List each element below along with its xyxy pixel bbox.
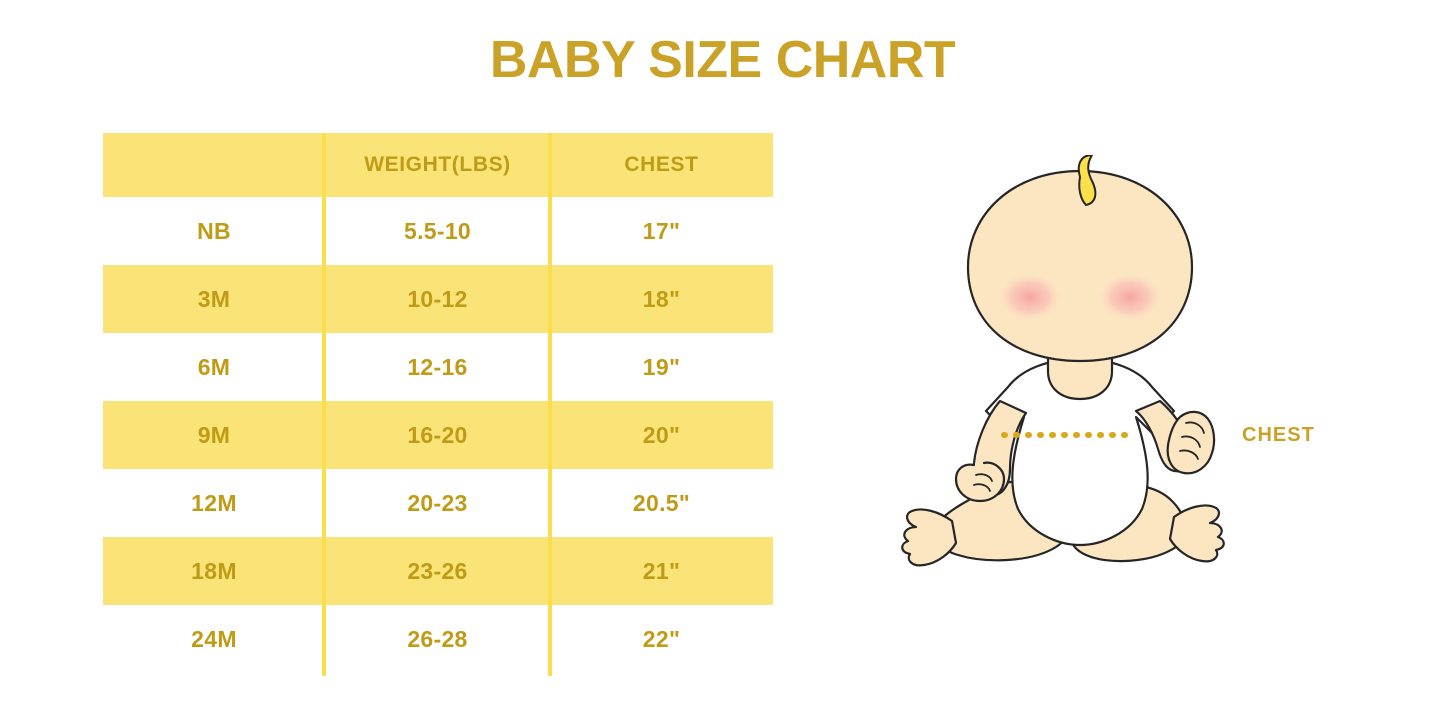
cell-size: 3M	[197, 285, 231, 312]
cell-weight: 23-26	[407, 557, 468, 584]
baby-head	[966, 169, 1194, 363]
column-divider-2	[548, 133, 552, 676]
cell-size: 18M	[191, 557, 237, 584]
column-divider-1	[322, 133, 326, 676]
cell-weight: 20-23	[407, 489, 468, 516]
cell-chest: 19"	[642, 353, 681, 380]
cell-size: NB	[197, 217, 231, 244]
table-row: 9M 16-20 20"	[103, 401, 773, 469]
cell-chest: 20.5"	[632, 489, 691, 516]
column-header-chest: CHEST	[624, 153, 699, 176]
baby-left-cheek	[996, 271, 1064, 323]
table-row: 12M 20-23 20.5"	[103, 469, 773, 537]
column-header-weight: WEIGHT(LBS)	[364, 153, 511, 176]
baby-left-hand	[954, 461, 1006, 503]
cell-weight: 5.5-10	[403, 217, 471, 244]
baby-illustration	[880, 154, 1280, 605]
cell-weight: 12-16	[407, 353, 468, 380]
cell-weight: 10-12	[407, 285, 468, 312]
cell-size: 12M	[191, 489, 237, 516]
page-title: BABY SIZE CHART	[489, 31, 956, 89]
cell-size: 24M	[191, 625, 237, 652]
table-row: 3M 10-12 18"	[103, 265, 773, 333]
column-header-size	[103, 133, 325, 197]
baby-right-hand	[1166, 410, 1216, 475]
cell-weight: 16-20	[407, 421, 468, 448]
table-header-row: WEIGHT(LBS) CHEST	[103, 133, 773, 197]
table-row: 6M 12-16 19"	[103, 333, 773, 401]
cell-chest: 20"	[642, 421, 681, 448]
cell-chest: 22"	[642, 625, 681, 652]
cell-chest: 21"	[642, 557, 681, 584]
size-table: WEIGHT(LBS) CHEST NB 5.5-10 17" 3M 10-12…	[103, 133, 773, 673]
cell-size: 6M	[197, 353, 231, 380]
chest-label: CHEST	[1242, 424, 1315, 446]
baby-hair-curl	[1077, 154, 1097, 206]
cell-chest: 18"	[642, 285, 681, 312]
cell-weight: 26-28	[407, 625, 468, 652]
table-row: NB 5.5-10 17"	[103, 197, 773, 265]
table-row: 24M 26-28 22"	[103, 605, 773, 673]
table-row: 18M 23-26 21"	[103, 537, 773, 605]
cell-size: 9M	[197, 421, 231, 448]
baby-right-cheek	[1096, 271, 1164, 323]
cell-chest: 17"	[642, 217, 681, 244]
